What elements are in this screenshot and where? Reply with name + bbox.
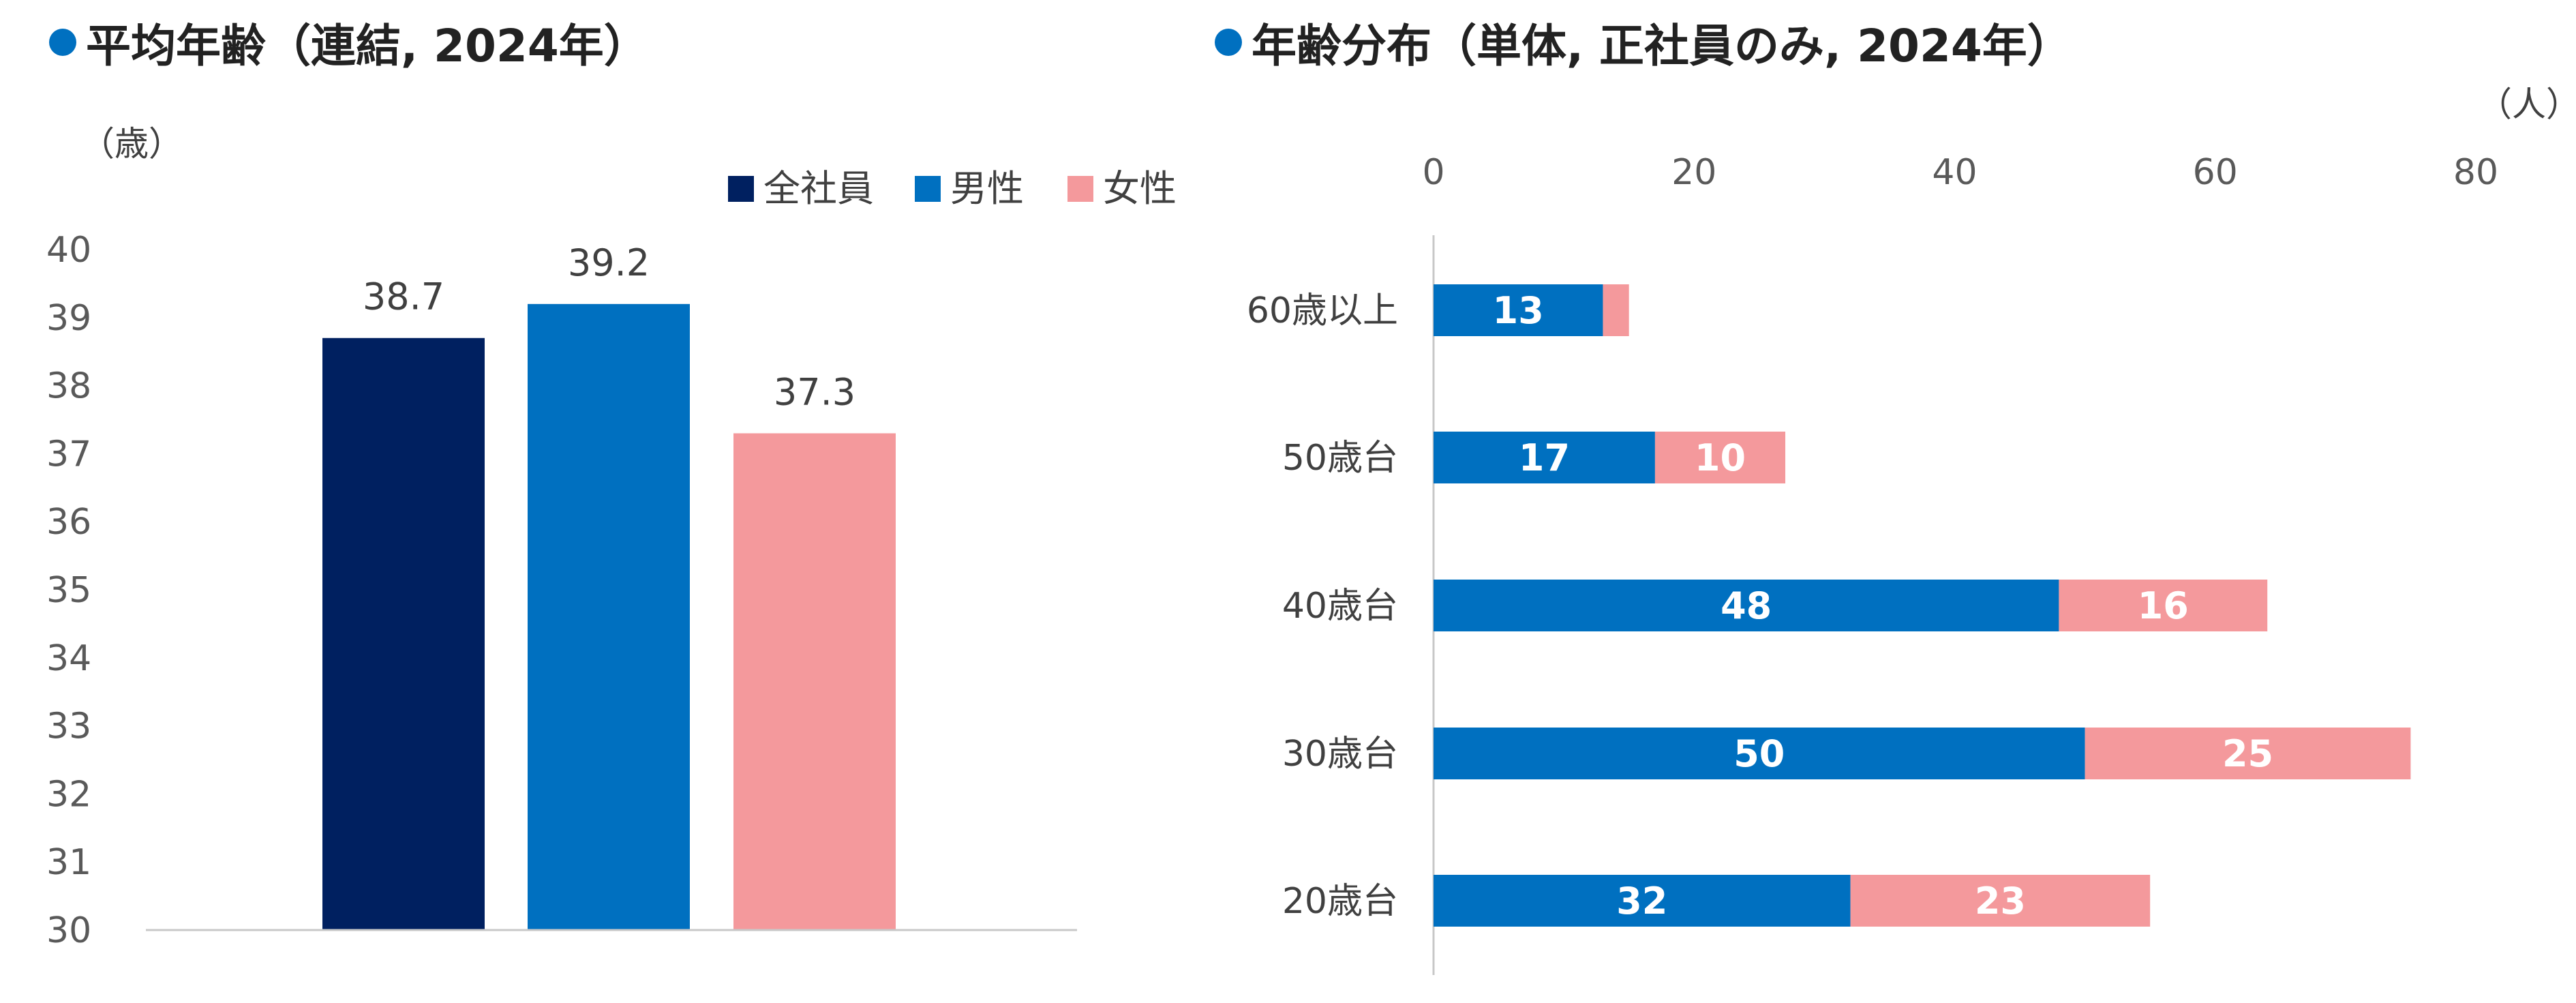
bar-segment-40歳台-1 — [2059, 580, 2268, 631]
bar-segment-label: 50 — [1733, 732, 1785, 775]
bar-segment-50歳台-1 — [1654, 432, 1786, 483]
y-tick-label: 32 — [46, 774, 91, 815]
right-chart-title: 年齢分布（単体, 正社員のみ, 2024年） — [1215, 8, 2072, 76]
bar-value-label: 39.2 — [568, 241, 650, 284]
legend-swatch-0 — [728, 176, 754, 202]
bar-segment-label: 48 — [1721, 584, 1772, 627]
bullet-dot-icon — [1215, 29, 1242, 56]
bar-segment-20歳台-0 — [1434, 875, 1851, 927]
legend-label: 女性 — [1103, 167, 1177, 210]
y-tick-label: 35 — [46, 570, 91, 611]
x-tick-label: 0 — [1422, 152, 1444, 193]
category-label: 50歳台 — [1282, 438, 1398, 479]
legend-swatch-1 — [915, 176, 941, 202]
bar-value-label: 38.7 — [363, 275, 444, 318]
bar-segment-label: 13 — [1493, 289, 1544, 332]
bar-男性 — [528, 303, 690, 931]
bar-segment-40歳台-0 — [1434, 580, 2059, 631]
bar-segment-20歳台-1 — [1850, 875, 2151, 927]
x-axis-unit-label: （人） — [2478, 85, 2576, 124]
left-chart-title: 平均年齢（連結, 2024年） — [49, 8, 649, 76]
legend-label: 男性 — [950, 167, 1024, 210]
bar-女性 — [733, 433, 896, 930]
x-tick-label: 40 — [1932, 152, 1977, 193]
bar-segment-label: 25 — [2222, 732, 2273, 775]
bar-全社員 — [322, 338, 485, 930]
legend-label: 全社員 — [763, 167, 874, 210]
y-axis-unit-label: （歳） — [80, 124, 183, 164]
left-chart-title-text: 平均年齢（連結, 2024年） — [86, 20, 649, 72]
bar-segment-label: 10 — [1695, 436, 1746, 479]
category-label: 60歳以上 — [1247, 290, 1398, 331]
x-tick-label: 60 — [2193, 152, 2238, 193]
bar-segment-label: 32 — [1616, 880, 1667, 923]
bullet-dot-icon — [49, 29, 76, 56]
y-tick-label: 31 — [46, 842, 91, 883]
bar-segment-label: 17 — [1519, 436, 1570, 479]
right-chart-title-text: 年齢分布（単体, 正社員のみ, 2024年） — [1252, 20, 2072, 72]
bar-segment-60歳以上-0 — [1434, 284, 1603, 336]
y-tick-label: 40 — [46, 230, 91, 271]
bar-segment-label: 23 — [1975, 880, 2026, 923]
x-tick-label: 20 — [1671, 152, 1716, 193]
category-label: 30歳台 — [1282, 734, 1398, 775]
bar-segment-60歳以上-1 — [1603, 284, 1629, 336]
y-tick-label: 36 — [46, 502, 91, 543]
y-tick-label: 30 — [46, 910, 91, 951]
bar-segment-30歳台-0 — [1434, 728, 2085, 779]
y-tick-label: 39 — [46, 298, 91, 339]
bar-value-label: 37.3 — [774, 370, 855, 413]
category-label: 20歳台 — [1282, 881, 1398, 922]
legend-swatch-2 — [1067, 176, 1093, 202]
average-age-bar-chart: （歳） 30 31 32 33 34 35 36 37 38 39 40 全社員 男性 女性 38.7 39.2… — [46, 124, 1177, 951]
y-tick-label: 33 — [46, 706, 91, 747]
y-tick-label: 34 — [46, 638, 91, 679]
bar-segment-30歳台-1 — [2085, 728, 2411, 779]
age-distribution-stacked-bar-chart: （人） 0 20 40 60 80 60歳以上 13 50歳台 17 10 40歳台 48 16 30歳台 5… — [1247, 85, 2576, 975]
bar-segment-50歳台-0 — [1434, 432, 1655, 483]
y-tick-label: 38 — [46, 366, 91, 407]
y-tick-label: 37 — [46, 434, 91, 475]
x-tick-label: 80 — [2453, 152, 2498, 193]
bar-segment-label: 16 — [2138, 584, 2189, 627]
category-label: 40歳台 — [1282, 586, 1398, 627]
